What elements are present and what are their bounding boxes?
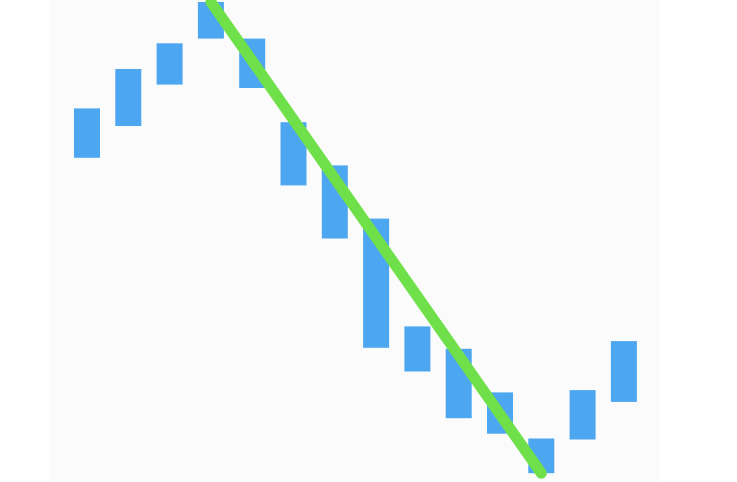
trendline [205,0,547,479]
candle-14 [610,341,637,402]
candle-2 [115,69,142,126]
candle-13 [569,390,596,440]
candle-1 [74,108,100,158]
trendline-layer [205,0,547,479]
candles-layer [74,2,637,474]
candle-3 [156,43,183,85]
candle-9 [404,326,431,372]
chart-panel [50,0,660,482]
